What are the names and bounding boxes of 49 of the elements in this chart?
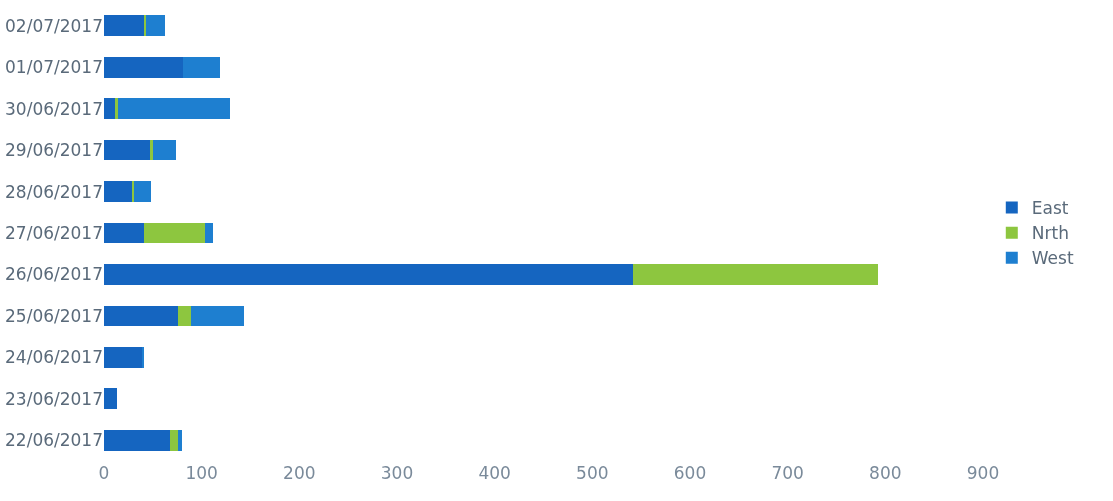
bar	[104, 264, 634, 285]
y-tick-label: 27/06/2017	[5, 222, 103, 243]
y-tick-label: 23/06/2017	[5, 388, 103, 409]
y-tick-label: 30/06/2017	[5, 98, 103, 119]
x-tick-label: 400	[478, 463, 511, 483]
x-tick-label: 800	[869, 463, 902, 483]
bar	[144, 222, 205, 244]
bar	[104, 429, 171, 451]
x-tick-label: 0	[98, 463, 110, 483]
y-tick-label: 22/06/2017	[5, 430, 103, 451]
x-tick-label: 900	[966, 463, 1000, 483]
bar	[117, 98, 230, 119]
bar	[190, 305, 244, 327]
bar	[104, 222, 145, 244]
bar	[104, 139, 151, 161]
bar	[104, 98, 116, 119]
legend-label: West	[1031, 248, 1074, 269]
bar	[146, 15, 165, 37]
y-tick-label: 24/06/2017	[5, 347, 103, 368]
bar	[170, 429, 179, 451]
bar	[633, 264, 878, 285]
bar	[104, 347, 143, 368]
bar	[104, 305, 179, 327]
x-tick-label: 200	[283, 463, 316, 483]
bar	[104, 181, 133, 202]
y-tick-label: 28/06/2017	[5, 181, 103, 202]
y-tick-label: 26/06/2017	[5, 264, 103, 285]
bar	[150, 139, 153, 161]
bar	[115, 98, 118, 119]
bar	[178, 305, 191, 327]
bar	[104, 388, 117, 410]
legend-label: East	[1031, 198, 1069, 219]
x-tick-label: 700	[771, 463, 804, 483]
legend-label: Nrth	[1031, 223, 1069, 244]
bar	[142, 347, 145, 368]
x-tick-label: 500	[576, 463, 609, 483]
bar	[104, 15, 145, 37]
y-tick-label: 25/06/2017	[5, 305, 103, 326]
y-tick-label: 02/07/2017	[5, 15, 103, 36]
y-tick-label: 29/06/2017	[5, 140, 103, 161]
bar	[104, 56, 184, 78]
bar	[134, 181, 151, 202]
x-tick-label: 100	[185, 463, 218, 483]
bar	[152, 139, 177, 161]
y-tick-label: 01/07/2017	[5, 57, 103, 78]
x-tick-label: 600	[673, 463, 707, 483]
bar	[183, 56, 221, 78]
bar	[178, 429, 183, 451]
x-tick-label: 300	[380, 463, 414, 483]
